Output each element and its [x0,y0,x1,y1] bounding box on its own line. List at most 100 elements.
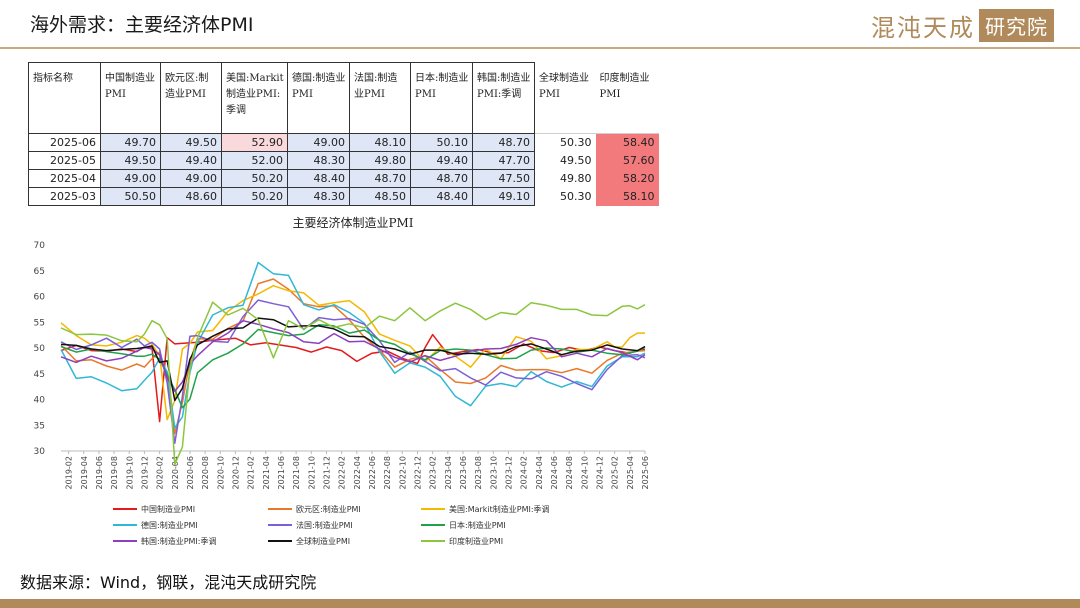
table-cell: 49.80 [349,151,411,170]
x-tick-label: 2021-06 [277,456,286,489]
table-cell: 49.50 [534,151,596,170]
table-row: 2025-06 49.70 49.50 52.90 49.00 48.10 50… [28,133,659,152]
table-cell: 47.50 [472,169,535,188]
x-tick-label: 2023-12 [504,456,513,489]
table-cell: 48.40 [410,187,473,206]
table-cell: 52.90 [221,133,288,152]
x-tick-label: 2023-04 [444,456,453,489]
logo-box-text: 研究院 [979,8,1054,42]
table-cell: 47.70 [472,151,535,170]
x-tick-label: 2023-08 [474,456,483,489]
table-cell: 50.30 [534,187,596,206]
y-tick-label: 60 [34,293,46,303]
x-tick-label: 2022-08 [383,456,392,489]
table-cell: 48.10 [349,133,411,152]
x-tick-label: 2024-06 [550,456,559,489]
table-cell: 48.30 [287,151,350,170]
table-cell: 48.60 [160,187,222,206]
y-tick-label: 45 [34,370,45,380]
x-tick-label: 2025-06 [641,456,650,489]
pmi-line-chart: 主要经济体制造业PMI 30 35 40 45 50 55 60 65 70 2019-02 2019… [28,205,658,557]
table-header-cell: 欧元区:制造业PMI [160,62,222,134]
x-tick-label: 2019-04 [80,456,89,489]
chart-svg: 主要经济体制造业PMI 30 35 40 45 50 55 60 65 70 2019-02 2019… [34,215,650,546]
x-tick-label: 2024-12 [595,456,604,489]
table-cell: 48.70 [472,133,535,152]
series-line [60,324,646,409]
x-tick-label: 2023-06 [459,456,468,489]
table-header-cell: 印度制造业PMI [595,62,659,134]
series-line [60,278,646,435]
x-tick-label: 2020-12 [231,456,240,489]
table-cell: 50.20 [221,187,288,206]
table-cell: 49.50 [160,133,222,152]
table-cell: 49.00 [287,133,350,152]
table-row: 2025-05 49.50 49.40 52.00 48.30 49.80 49… [28,151,659,170]
table-header-cell: 德国:制造业PMI [287,62,350,134]
x-tick-label: 2025-04 [626,456,635,489]
table-cell: 49.10 [472,187,535,206]
table-cell: 48.70 [410,169,473,188]
chart-title: 主要经济体制造业PMI [292,215,413,230]
y-tick-label: 40 [34,396,46,406]
table-header-cell: 韩国:制造业PMI:季调 [472,62,535,134]
table-header-cell: 法国:制造业PMI [349,62,411,134]
table-row: 2025-04 49.00 49.00 50.20 48.40 48.70 48… [28,169,659,188]
table-cell: 58.10 [595,187,659,206]
table-cell: 49.00 [100,169,161,188]
x-tick-label: 2023-02 [429,456,438,489]
x-tick-label: 2020-06 [186,456,195,489]
table-cell: 48.30 [287,187,350,206]
series-line [60,317,646,402]
table-cell: 50.10 [410,133,473,152]
y-tick-label: 35 [34,421,45,431]
x-tick-label: 2024-08 [565,456,574,489]
table-header-cell: 指标名称 [28,62,101,134]
y-tick-label: 50 [34,344,46,354]
pmi-table: 指标名称 中国制造业PMI 欧元区:制造业PMI 美国:Markit制造业PMI… [28,62,659,206]
table-cell: 58.40 [595,133,659,152]
table-header-cell: 中国制造业PMI [100,62,161,134]
x-tick-label: 2020-04 [171,456,180,489]
x-tick-label: 2021-02 [247,456,256,489]
table-cell: 48.70 [349,169,411,188]
y-tick-label: 30 [34,447,46,457]
source-note: 数据来源：Wind，钢联，混沌天成研究院 [20,573,317,592]
table-cell: 49.50 [100,151,161,170]
table-row-label: 2025-04 [28,169,101,188]
legend-label: 法国:制造业PMI [296,520,353,530]
logo-script-text: 混沌天成 [871,13,975,42]
legend-label: 日本:制造业PMI [449,520,506,530]
series-line [60,261,646,429]
table-header-cell: 美国:Markit制造业PMI:季调 [221,62,288,134]
x-tick-label: 2023-10 [489,456,498,489]
table-header-cell: 全球制造业PMI [534,62,596,134]
x-tick-label: 2022-02 [338,456,347,489]
x-tick-label: 2022-06 [368,456,377,489]
table-cell: 50.20 [221,169,288,188]
legend-label: 印度制造业PMI [449,536,503,546]
table-cell: 52.00 [221,151,288,170]
x-tick-label: 2019-06 [95,456,104,489]
x-tick-label: 2024-02 [520,456,529,489]
slide-title: 海外需求：主要经济体PMI [30,14,254,36]
table-row: 2025-03 50.50 48.60 50.20 48.30 48.50 48… [28,187,659,206]
x-tick-label: 2019-12 [140,456,149,489]
x-tick-label: 2020-10 [216,456,225,489]
legend-label: 全球制造业PMI [296,536,350,546]
y-tick-label: 70 [34,241,46,251]
x-tick-label: 2020-08 [201,456,210,489]
x-tick-label: 2024-10 [580,456,589,489]
table-header-row: 指标名称 中国制造业PMI 欧元区:制造业PMI 美国:Markit制造业PMI… [28,62,659,134]
series-line [60,301,646,466]
x-tick-label: 2021-12 [322,456,331,489]
table-cell: 50.50 [100,187,161,206]
x-tick-label: 2022-12 [413,456,422,489]
x-tick-label: 2021-04 [262,456,271,489]
x-tick-label: 2024-04 [535,456,544,489]
table-cell: 48.40 [287,169,350,188]
x-tick-label: 2019-08 [110,456,119,489]
x-tick-label: 2025-02 [611,456,620,489]
x-tick-label: 2020-02 [156,456,165,489]
table-cell: 49.80 [534,169,596,188]
